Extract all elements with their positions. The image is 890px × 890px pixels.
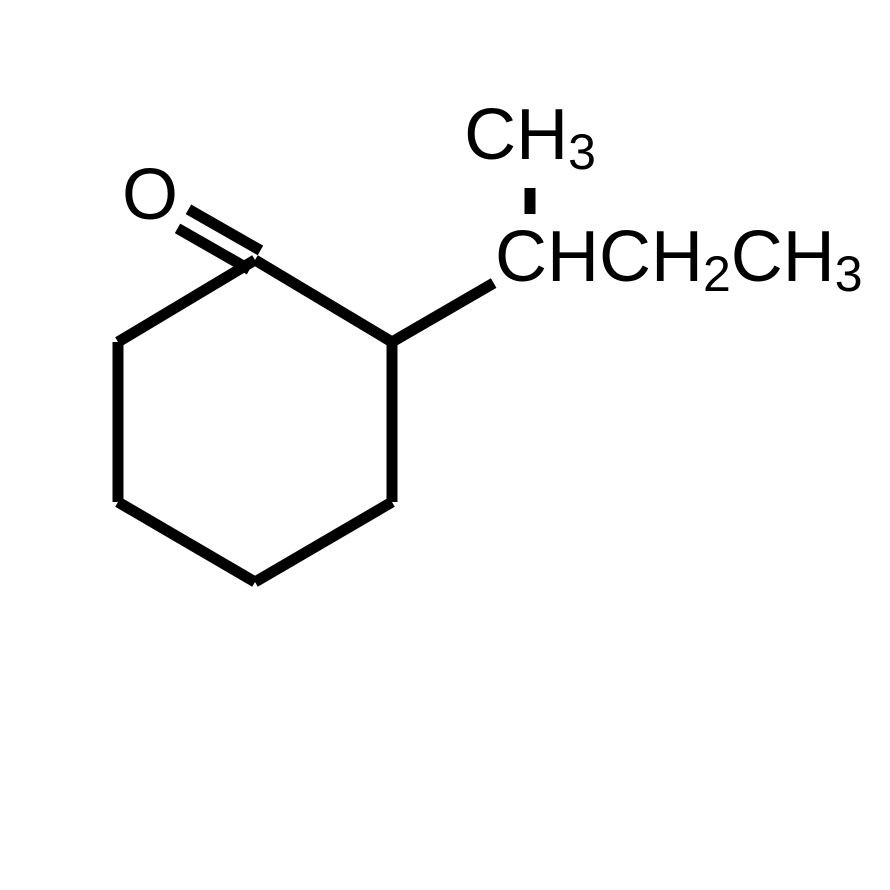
svg-text:CH3: CH3 (464, 95, 596, 180)
svg-text:CHCH2CH3: CHCH2CH3 (495, 217, 863, 302)
molecule-diagram: O CH3 CHCH2CH3 (0, 0, 890, 890)
svg-text:O: O (122, 155, 178, 235)
